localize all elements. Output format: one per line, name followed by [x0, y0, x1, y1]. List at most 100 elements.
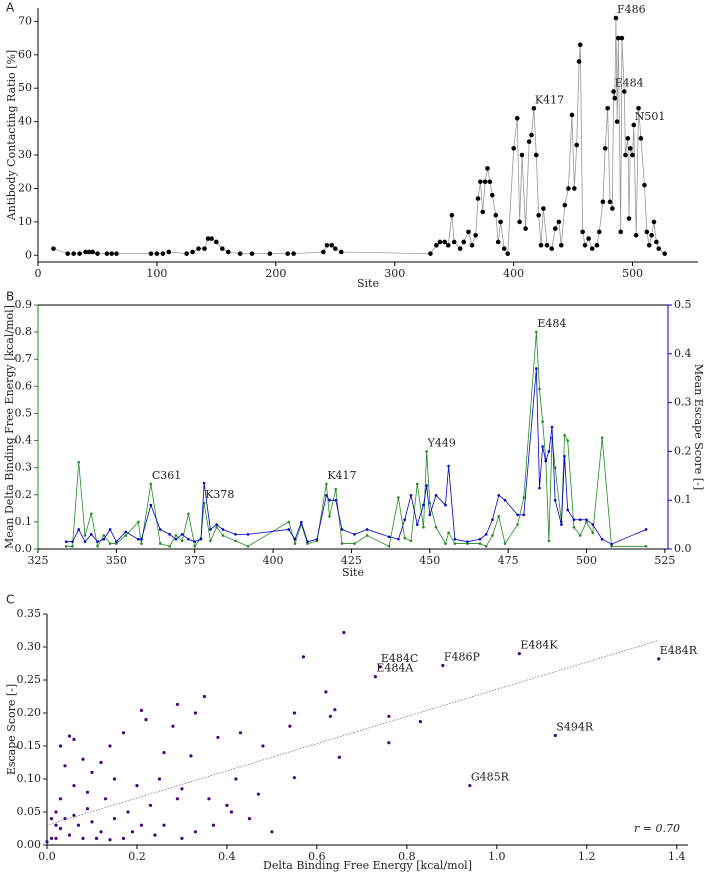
series-point [434, 494, 438, 497]
data-point [86, 249, 92, 255]
data-point [449, 212, 455, 218]
scatter-point [126, 810, 130, 814]
data-point [569, 112, 575, 118]
data-point [649, 232, 654, 238]
series-point [124, 530, 128, 534]
scatter-point [157, 777, 162, 781]
series-point [334, 488, 338, 491]
series-point [547, 450, 551, 453]
data-point [209, 236, 214, 241]
scatter-point [135, 784, 139, 788]
x-tick-label: 100 [146, 267, 167, 280]
series-point [497, 515, 501, 518]
series-point [340, 542, 344, 545]
series-point [89, 512, 93, 516]
data-point [602, 146, 608, 151]
y2-tick-label: 0.0 [674, 542, 692, 555]
data-point [160, 251, 166, 256]
data-point [95, 251, 100, 256]
scatter-point [54, 823, 58, 827]
data-point [594, 242, 600, 248]
annotation: E484A [376, 662, 414, 675]
series-point [293, 542, 297, 545]
series-point [334, 498, 338, 502]
data-point [249, 251, 255, 256]
y-axis-label: Antibody Contacting Ratio [%] [5, 50, 18, 221]
series-point [115, 542, 118, 545]
series-point [209, 528, 212, 531]
scatter-point [553, 733, 557, 738]
series-point [585, 520, 588, 524]
scatter-point [54, 810, 58, 814]
scatter-point [76, 823, 81, 827]
scatter-point [162, 751, 166, 755]
scatter-point [85, 807, 90, 811]
scatter-point [189, 754, 193, 758]
annotation: E484K [520, 639, 558, 652]
data-point [526, 139, 532, 144]
scatter-point [99, 760, 103, 765]
scatter-point [148, 803, 153, 808]
data-point [489, 192, 495, 198]
data-point [461, 239, 467, 245]
series-point [96, 544, 99, 548]
series-point [484, 533, 488, 536]
data-point [324, 242, 330, 248]
y-tick-label: 0.8 [15, 325, 33, 338]
series-point [306, 542, 309, 545]
data-point [332, 246, 338, 251]
series-point [466, 540, 469, 543]
data-point [654, 239, 659, 245]
scatter-point [85, 790, 90, 794]
y-tick-label: 20 [18, 181, 32, 194]
y-tick-label: 70 [18, 14, 32, 27]
data-point [104, 251, 110, 256]
y-tick-label: 50 [18, 81, 32, 94]
y2-axis-label: Mean Escape Score [-] [692, 364, 705, 490]
scatter-point [193, 711, 198, 715]
y-tick-label: 0 [25, 248, 32, 261]
data-point [577, 42, 583, 48]
x-tick-label: 500 [576, 554, 597, 567]
annotation: E484C [381, 652, 418, 665]
scatter-point [121, 731, 126, 735]
data-point [638, 136, 644, 141]
series-point [353, 542, 356, 545]
data-point [517, 219, 522, 225]
scatter-point [247, 817, 252, 821]
x-tick-label: 0.0 [38, 850, 56, 863]
series-point [497, 494, 501, 497]
y-tick-label: 0.0 [15, 542, 33, 555]
series-point [541, 420, 544, 423]
series-point [325, 494, 328, 497]
data-point [642, 182, 647, 188]
data-point [114, 251, 119, 256]
annotation: S494R [556, 720, 594, 733]
series-point [422, 526, 425, 529]
series-point [425, 484, 428, 487]
scatter-point [328, 714, 332, 718]
series-point [340, 528, 344, 531]
data-point [71, 251, 76, 256]
scatter-point [72, 737, 76, 742]
data-point [656, 246, 662, 251]
data-point [607, 199, 613, 205]
scatter-point [270, 830, 274, 834]
scatter-point [292, 776, 297, 780]
scatter-point [468, 784, 472, 788]
data-point [536, 212, 541, 218]
data-point [469, 242, 475, 248]
scatter-point [81, 757, 85, 761]
scatter-point [103, 797, 108, 801]
data-point [220, 246, 225, 251]
series-point [403, 536, 407, 540]
x-tick-label: 400 [503, 267, 524, 280]
series-point [287, 528, 291, 531]
scatter-point [657, 657, 661, 661]
annotation: K378 [205, 488, 234, 501]
data-point [552, 226, 558, 231]
data-point [493, 212, 499, 218]
data-point [611, 89, 616, 94]
x-tick-label: 425 [341, 554, 362, 567]
series-point [158, 528, 162, 531]
